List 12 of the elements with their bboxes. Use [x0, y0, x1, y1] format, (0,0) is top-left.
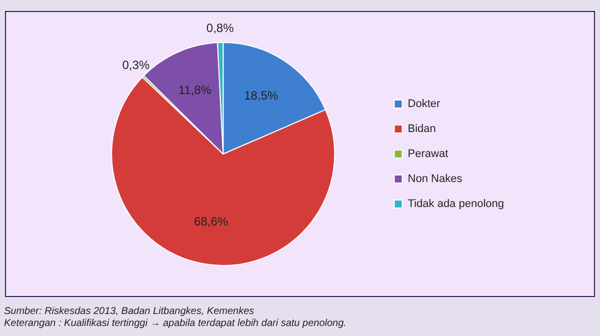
data-label: 0,3% — [122, 58, 150, 72]
legend-label: Perawat — [408, 148, 448, 160]
data-label: 0,8% — [206, 20, 234, 35]
data-label: 68,6% — [194, 214, 228, 228]
data-label: 11,8% — [178, 83, 212, 98]
legend-label: Tidak ada penolong — [408, 198, 504, 210]
legend-label: Dokter — [408, 98, 441, 110]
text: Keterangan : Kualifikasi tertinggi → apabila terdapat lebih dari satu penolong. — [4, 318, 346, 330]
text: Sumber: Riskesdas 2013, Badan Litbangkes, Kemenkes — [4, 306, 256, 318]
data-label: 18,5% — [244, 88, 278, 103]
legend-label: Bidan — [408, 123, 436, 136]
legend-label: Non Nakes — [408, 173, 463, 186]
